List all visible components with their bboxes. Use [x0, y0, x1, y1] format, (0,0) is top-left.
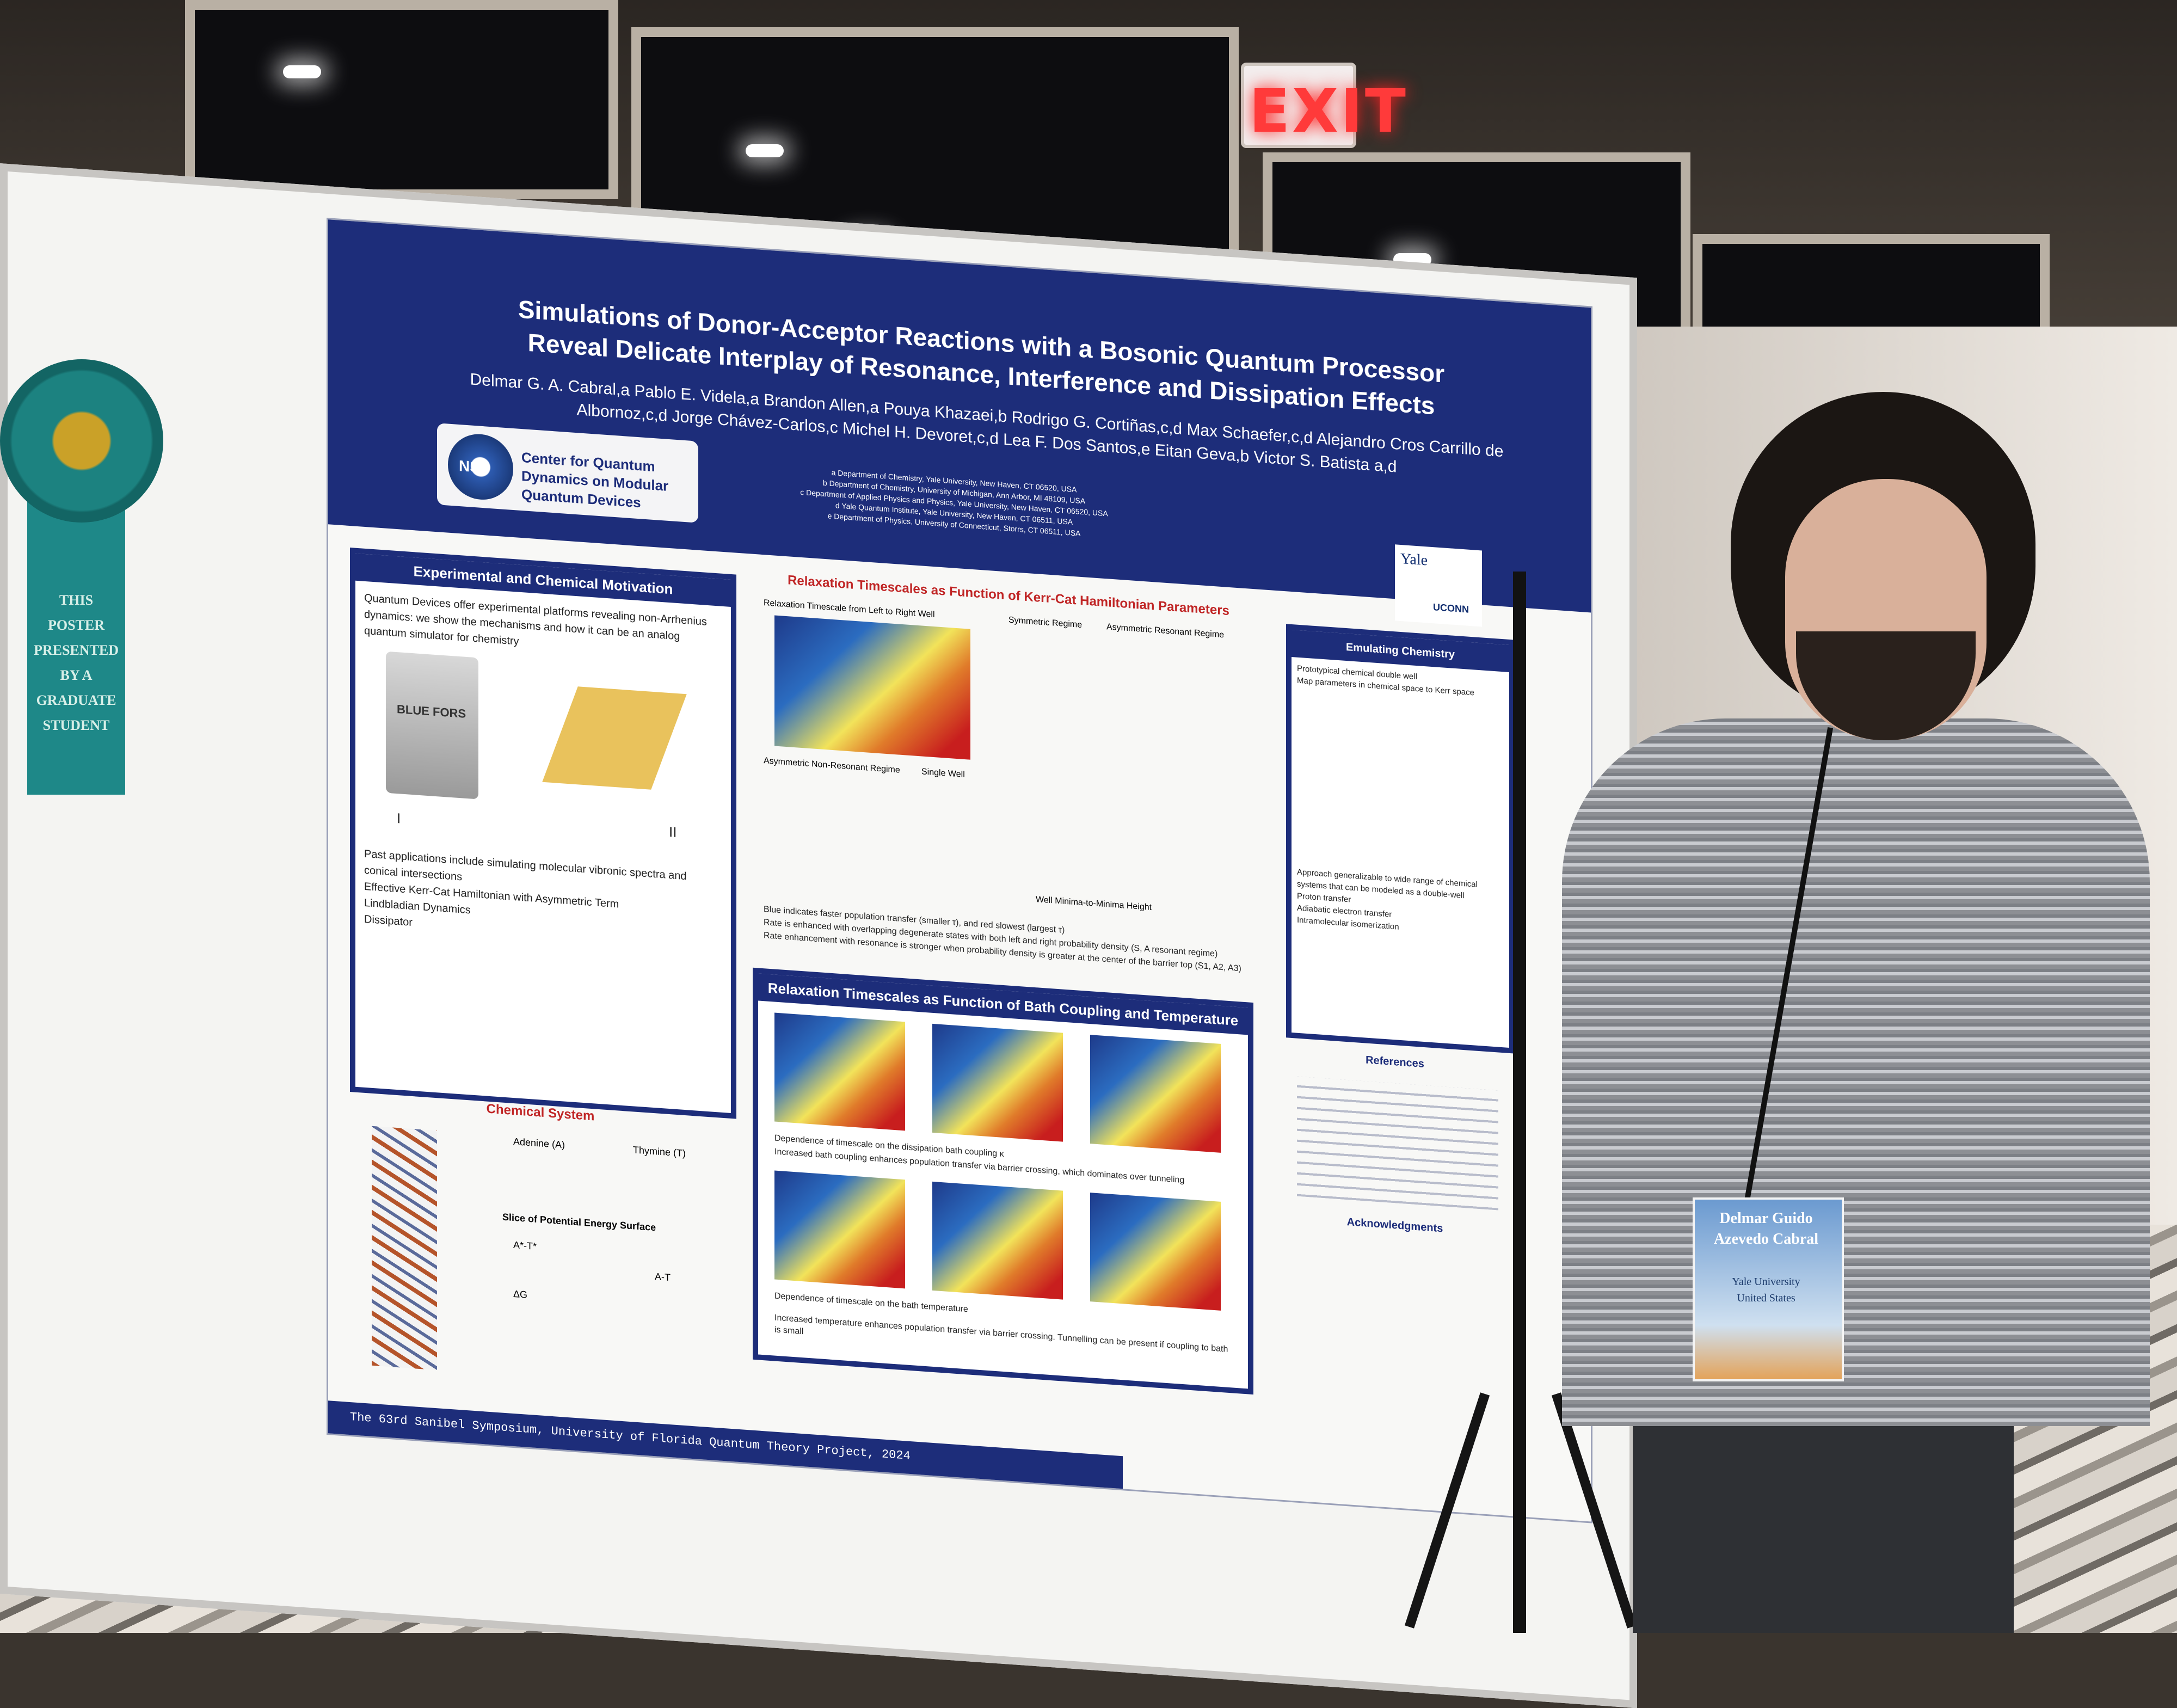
exit-sign-text: EXIT — [1249, 76, 1408, 146]
acknowledgments-heading: Acknowledgments — [1346, 1216, 1443, 1235]
relaxation-heatmap — [774, 615, 970, 760]
badge-university: Yale University — [1732, 1276, 1800, 1288]
dilution-fridge-icon — [386, 651, 478, 800]
motivation-body: Quantum Devices offer experimental platf… — [355, 581, 731, 962]
axis-label: Well Minima-to-Minima Height — [1036, 895, 1152, 913]
pes-label-ground: A-T — [655, 1271, 671, 1283]
ribbon-text: THIS POSTER PRESENTED BY A GRADUATE STUD… — [33, 592, 119, 733]
references-heading: References — [1366, 1054, 1424, 1071]
nsf-logo-text: NSF — [459, 457, 489, 476]
subplot-title: Single Well — [921, 767, 965, 780]
pes-title: Slice of Potential Energy Surface — [502, 1211, 656, 1233]
ribbon-rosette-icon — [0, 359, 163, 523]
bath-heatmap — [1090, 1035, 1221, 1153]
bath-heatmap — [774, 1170, 905, 1289]
bath-panel: Relaxation Timescales as Function of Bat… — [753, 967, 1253, 1395]
bath-heatmap — [1090, 1193, 1221, 1311]
exit-sign — [1241, 63, 1356, 148]
name-badge — [1693, 1197, 1844, 1381]
adenine-label: Adenine (A) — [513, 1135, 565, 1151]
snail-transmon-icon — [542, 686, 687, 790]
quantum-device-figure: BLUE FORS I II — [364, 639, 722, 871]
emulating-body: Prototypical chemical double well Map pa… — [1292, 657, 1509, 947]
pes-label-dg: ΔG — [513, 1288, 528, 1300]
subplot-title: Symmetric Regime — [1008, 615, 1083, 630]
motivation-panel: Experimental and Chemical Motivation Qua… — [350, 548, 736, 1119]
kerr-cat-bullets: Blue indicates faster population transfe… — [764, 903, 1264, 977]
person-sweater — [1562, 718, 2150, 1426]
thymine-label: Thymine (T) — [633, 1144, 686, 1159]
badge-org: Yale University United States — [1698, 1274, 1834, 1306]
ceiling-light — [746, 144, 784, 157]
bath-heatmap — [932, 1181, 1063, 1300]
badge-name: Delmar Guido Azevedo Cabral — [1713, 1210, 1819, 1248]
molecule-diagram — [1297, 687, 1504, 881]
ceiling-light — [283, 65, 321, 78]
window — [185, 0, 618, 199]
subplot-title: Asymmetric Non-Resonant Regime — [764, 756, 900, 775]
figure-label-ii: II — [669, 823, 677, 840]
yale-logo: Yale — [1400, 550, 1428, 569]
ribbon-tail — [27, 490, 125, 795]
uconn-logo: UCONN — [1433, 601, 1469, 615]
bath-heatmap — [932, 1023, 1063, 1142]
references-list — [1297, 1076, 1498, 1211]
subplot-title: Asymmetric Resonant Regime — [1106, 622, 1225, 640]
figure-label-i: I — [397, 810, 401, 827]
dna-helix-icon — [372, 1126, 437, 1371]
poster: Simulations of Donor-Acceptor Reactions … — [327, 218, 1592, 1523]
bath-heatmap — [774, 1012, 905, 1131]
tripod-pole — [1513, 572, 1526, 1633]
pes-label-excited: A*-T* — [513, 1239, 537, 1252]
emulating-panel: Emulating Chemistry Prototypical chemica… — [1286, 624, 1515, 1054]
badge-country: United States — [1737, 1292, 1795, 1304]
